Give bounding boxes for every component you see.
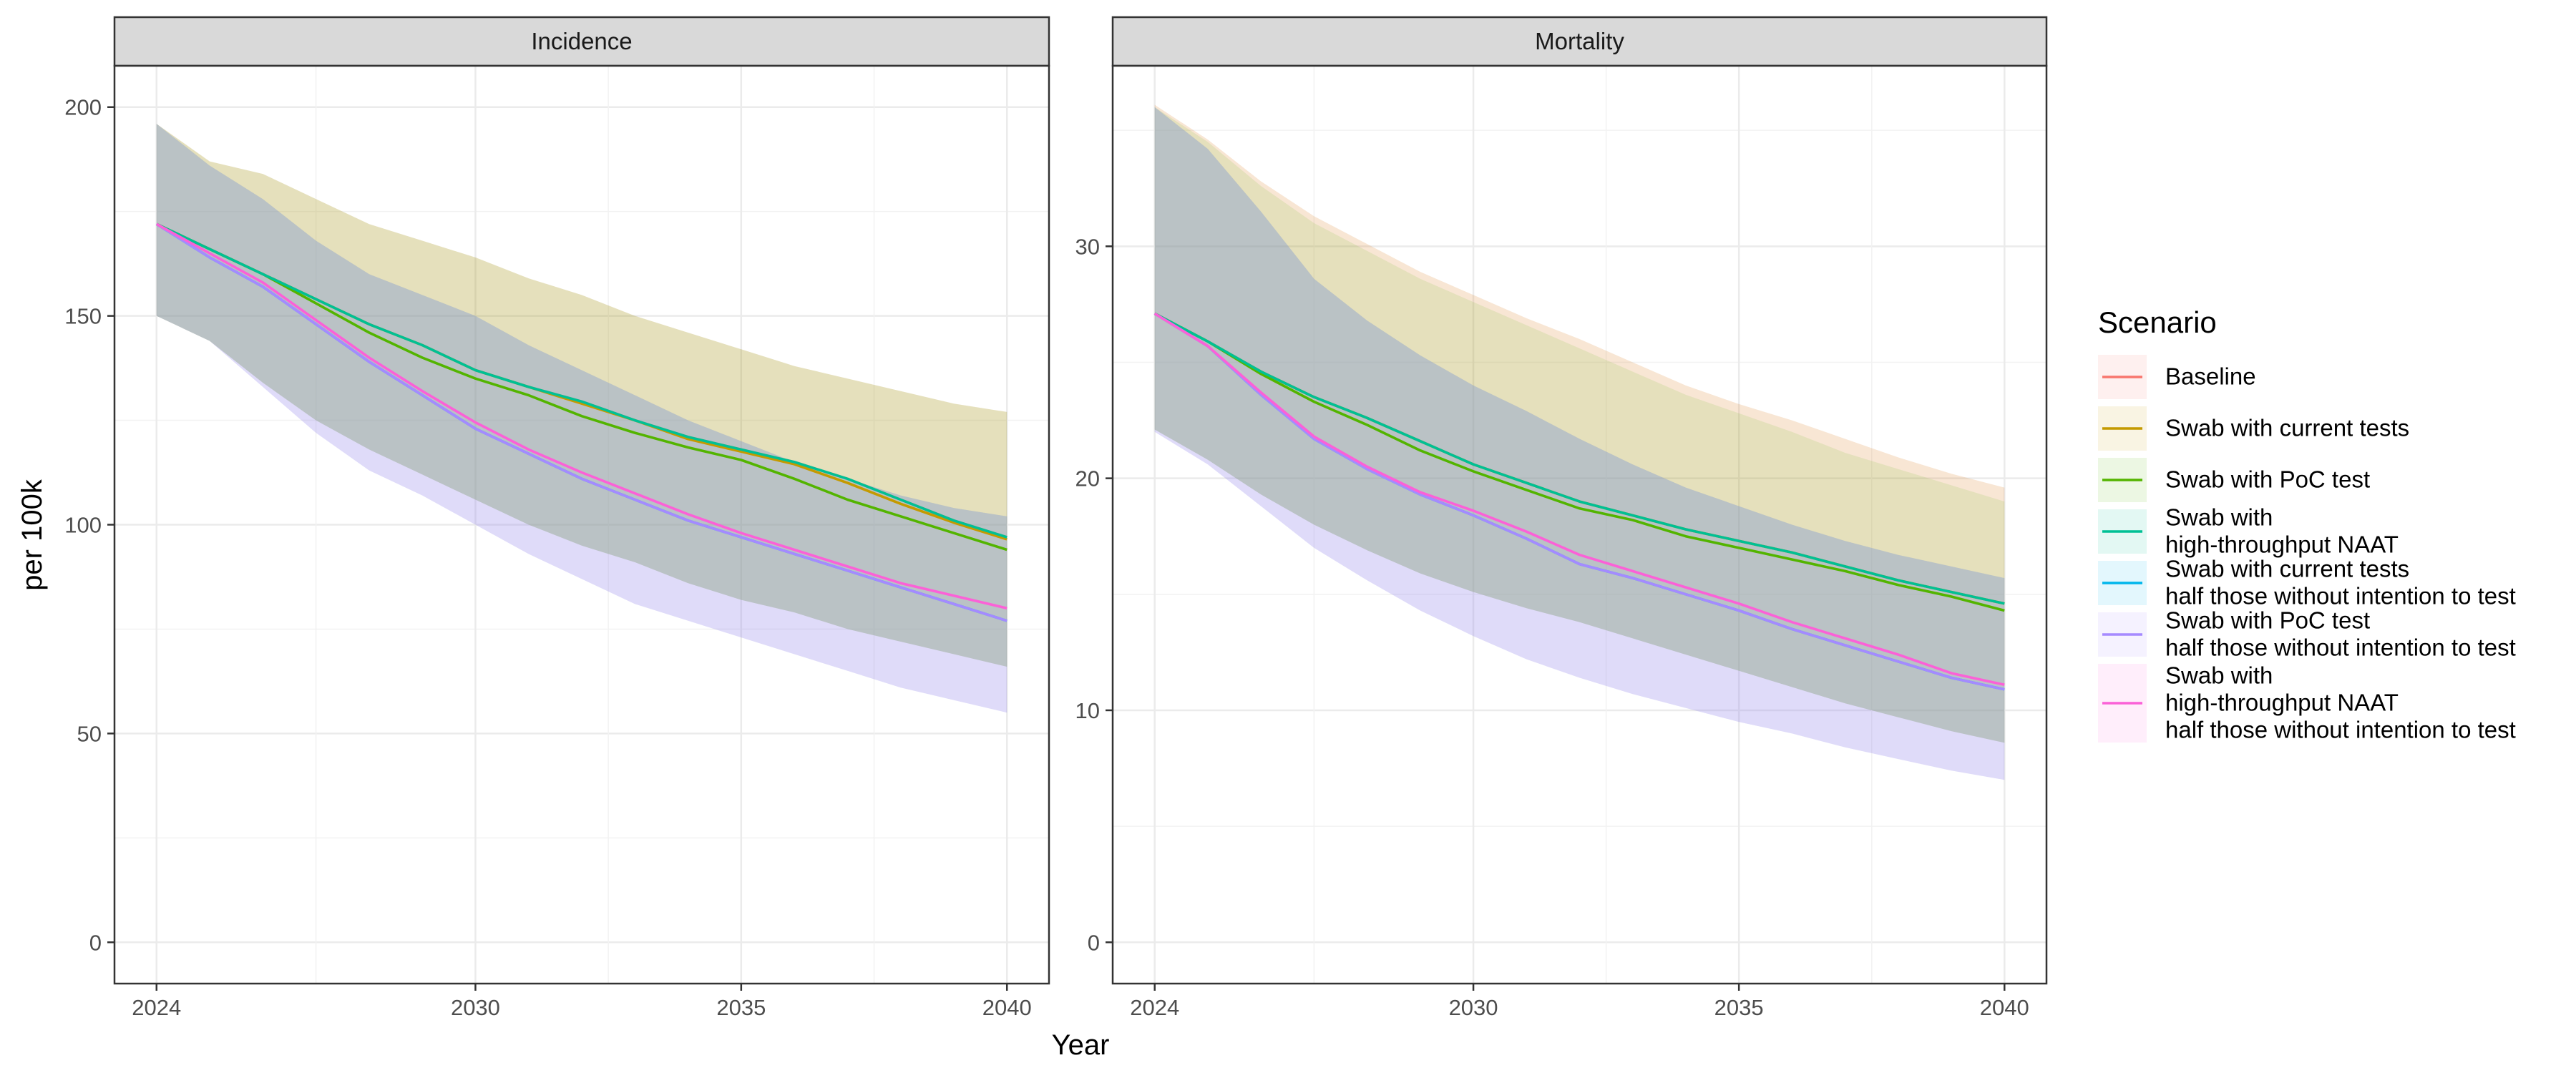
incidence-strip [113, 16, 1050, 67]
legend-label: Swab with current tests half those withou… [2165, 556, 2516, 609]
legend-item-baseline: Baseline [2098, 355, 2256, 399]
incidence-ribbon-swab-with-high-throughput-naat-half-those-without-intention-to-test [156, 124, 1008, 713]
incidence-line-swab-with-poc-test [156, 222, 1008, 552]
legend-label: Baseline [2165, 363, 2256, 390]
mortality-ribbon-swab-with-current-tests [1154, 104, 2005, 743]
incidence-line-swab-with-high-throughput-naat [156, 222, 1008, 539]
incidence-x-tick-label: 2040 [982, 995, 1032, 1020]
legend-label: Swab with high-throughput NAAT half those … [2165, 662, 2516, 743]
x-axis-title: Year [1052, 1029, 1110, 1061]
mortality-x-tick-label: 2030 [1449, 995, 1498, 1020]
incidence-ribbon-swab-with-high-throughput-naat [156, 124, 1008, 667]
mortality-y-tick-label: 30 [1075, 234, 1100, 259]
mortality-y-tick-label: 20 [1075, 466, 1100, 491]
legend-label: Swab with current tests [2165, 415, 2409, 441]
mortality-line-swab-with-high-throughput-naat [1153, 312, 2005, 605]
mortality-ribbon-swab-with-poc-test-half-those-without-intention-to-test [1154, 107, 2005, 780]
mortality-panel-border [1111, 64, 2048, 985]
mortality-plot-area [1113, 66, 2046, 984]
legend-item-swab-with-current-tests: Swab with current tests [2098, 406, 2409, 451]
legend-item-swab-with-high-throughput-naat-half-those-without-intention-to-test: Swab with high-throughput NAAT half those … [2098, 662, 2516, 743]
incidence-ribbon-baseline [156, 124, 1008, 667]
mortality-strip [1111, 16, 2048, 67]
legend-item-swab-with-poc-test: Swab with PoC test [2098, 458, 2370, 502]
mortality-line-swab-with-high-throughput-naat-half-those-without-intention-to-test [1153, 312, 2005, 687]
incidence-ribbon-swab-with-poc-test-half-those-without-intention-to-test [156, 124, 1008, 713]
incidence-x-tick-label: 2024 [132, 995, 181, 1020]
mortality-line-swab-with-poc-test-half-those-without-intention-to-test [1153, 312, 2005, 691]
mortality-x-tick-label: 2024 [1130, 995, 1179, 1020]
legend-label: Swab with PoC test [2165, 466, 2370, 493]
mortality-strip-label: Mortality [1535, 28, 1624, 54]
mortality-y-tick-label: 10 [1075, 698, 1100, 723]
legend-title: Scenario [2098, 305, 2217, 339]
legend-label: Swab with PoC test half those without int… [2165, 607, 2516, 661]
incidence-x-tick-label: 2035 [716, 995, 766, 1020]
incidence-y-tick-label: 200 [64, 95, 102, 120]
incidence-line-swab-with-poc-test-half-those-without-intention-to-test [155, 222, 1008, 622]
legend: Scenario Baseline Swab with current tests… [2098, 305, 2516, 743]
mortality-y-tick-label: 0 [1088, 930, 1100, 955]
incidence-ribbon-swab-with-current-tests-half-those-without-intention-to-test [156, 124, 1008, 713]
incidence-strip-label: Incidence [531, 28, 632, 54]
legend-item-swab-with-high-throughput-naat: Swab with high-throughput NAAT [2098, 504, 2399, 558]
mortality-ribbon-swab-with-poc-test [1154, 107, 2005, 743]
mortality-ribbon-swab-with-high-throughput-naat-half-those-without-intention-to-test [1154, 107, 2005, 780]
mortality-line-swab-with-poc-test [1153, 312, 2005, 612]
mortality-ribbon-swab-with-high-throughput-naat [1154, 107, 2005, 743]
incidence-y-tick-label: 0 [89, 930, 102, 955]
incidence-panel: Incidence 0 50 100 150 200 2024 2030 2035 2040 [64, 16, 1050, 1020]
incidence-ribbon-swab-with-current-tests [156, 124, 1008, 667]
incidence-x-tick-label: 2030 [451, 995, 500, 1020]
mortality-ribbon-baseline [1154, 104, 2005, 743]
mortality-x-tick-label: 2035 [1714, 995, 1764, 1020]
incidence-y-tick-label: 100 [64, 513, 102, 538]
legend-item-swab-with-current-tests-half-those-without-intention-to-test: Swab with current tests half those withou… [2098, 556, 2516, 609]
incidence-line-swab-with-high-throughput-naat-half-those-without-intention-to-test [155, 222, 1008, 610]
incidence-y-tick-label: 150 [64, 304, 102, 329]
legend-label: Swab with high-throughput NAAT [2165, 504, 2399, 558]
mortality-x-tick-label: 2040 [1980, 995, 2029, 1020]
incidence-ribbon-swab-with-poc-test [156, 124, 1008, 667]
y-axis-title: per 100k [16, 479, 48, 591]
legend-item-swab-with-poc-test-half-those-without-intention-to-test: Swab with PoC test half those without int… [2098, 607, 2516, 661]
incidence-y-tick-label: 50 [77, 721, 102, 746]
mortality-ribbon-swab-with-current-tests-half-those-without-intention-to-test [1154, 107, 2005, 780]
